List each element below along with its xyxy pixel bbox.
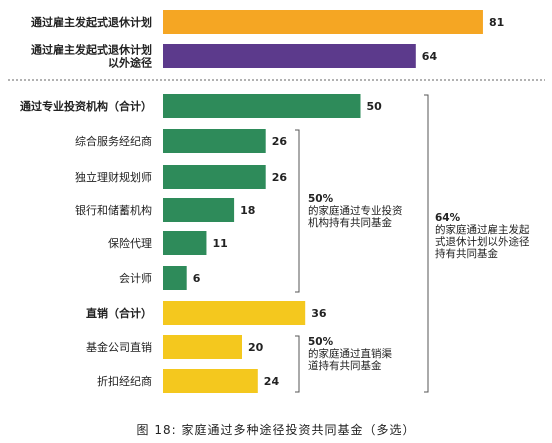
category-label: 以外途径 <box>108 56 152 70</box>
category-label: 基金公司直销 <box>86 340 152 354</box>
bar <box>163 10 483 34</box>
category-label: 保险代理 <box>108 236 152 250</box>
annotation-text: 50% <box>308 336 334 348</box>
bar <box>163 301 306 325</box>
data-label: 11 <box>212 237 227 250</box>
bracket <box>295 335 300 393</box>
bar <box>163 129 266 153</box>
annotation-text: 持有共同基金 <box>435 247 498 260</box>
data-label: 50 <box>367 100 383 113</box>
data-label: 26 <box>272 135 288 148</box>
data-label: 64 <box>422 50 438 63</box>
data-label: 26 <box>272 171 288 184</box>
category-label: 银行和储蓄机构 <box>75 203 152 217</box>
bar <box>163 231 207 255</box>
bracket <box>424 94 429 393</box>
annotation-text: 的家庭通过雇主发起 <box>435 223 530 236</box>
category-label: 通过专业投资机构（合计） <box>20 99 152 113</box>
bracket <box>295 129 300 293</box>
annotation-text: 的家庭通过直销渠 <box>308 347 392 360</box>
category-label: 独立理财规划师 <box>75 170 152 184</box>
annotation-text: 机构持有共同基金 <box>308 216 392 229</box>
annotation-text: 的家庭通过专业投资 <box>308 204 403 217</box>
category-label: 折扣经纪商 <box>97 374 152 388</box>
bar <box>163 266 187 290</box>
bar <box>163 335 242 359</box>
annotation-text: 式退休计划以外途径 <box>435 235 530 248</box>
annotation-text: 50% <box>308 193 334 205</box>
bar <box>163 165 266 189</box>
category-label: 通过雇主发起式退休计划 <box>31 43 152 57</box>
bar <box>163 369 258 393</box>
data-label: 18 <box>240 204 255 217</box>
bar <box>163 44 416 68</box>
category-label: 通过雇主发起式退休计划 <box>31 15 152 29</box>
annotation-text: 64% <box>435 212 461 224</box>
category-label: 直销（合计） <box>86 306 152 320</box>
data-label: 81 <box>489 16 504 29</box>
data-label: 6 <box>193 272 201 285</box>
bar <box>163 94 361 118</box>
category-label: 会计师 <box>119 272 152 285</box>
data-label: 36 <box>311 307 327 320</box>
data-label: 20 <box>248 341 264 354</box>
category-label: 综合服务经纪商 <box>75 134 152 148</box>
bar <box>163 198 235 222</box>
annotation-text: 道持有共同基金 <box>308 359 382 372</box>
figure-caption: 图 18: 家庭通过多种途径投资共同基金（多选） <box>136 423 416 437</box>
data-label: 24 <box>264 375 280 388</box>
